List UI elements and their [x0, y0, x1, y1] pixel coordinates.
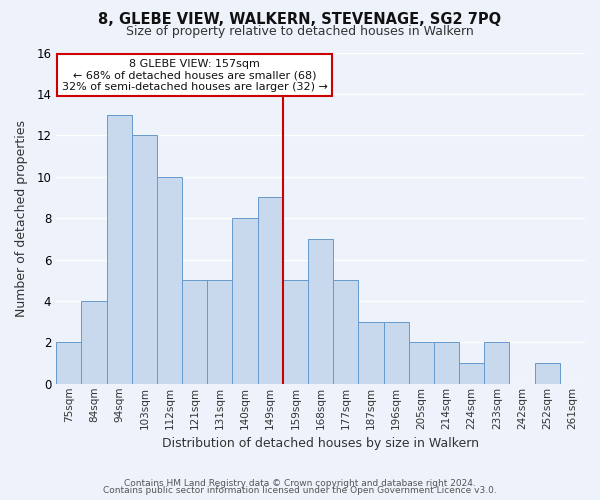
Bar: [358, 322, 383, 384]
Bar: [107, 114, 132, 384]
Bar: [132, 136, 157, 384]
Bar: [434, 342, 459, 384]
Bar: [484, 342, 509, 384]
Bar: [383, 322, 409, 384]
Text: Contains public sector information licensed under the Open Government Licence v3: Contains public sector information licen…: [103, 486, 497, 495]
Bar: [459, 363, 484, 384]
Bar: [308, 239, 333, 384]
Bar: [82, 301, 107, 384]
Bar: [535, 363, 560, 384]
Bar: [56, 342, 82, 384]
Bar: [283, 280, 308, 384]
Bar: [409, 342, 434, 384]
Bar: [232, 218, 257, 384]
Bar: [207, 280, 232, 384]
Text: 8, GLEBE VIEW, WALKERN, STEVENAGE, SG2 7PQ: 8, GLEBE VIEW, WALKERN, STEVENAGE, SG2 7…: [98, 12, 502, 28]
Text: Size of property relative to detached houses in Walkern: Size of property relative to detached ho…: [126, 25, 474, 38]
Bar: [157, 176, 182, 384]
Text: 8 GLEBE VIEW: 157sqm
← 68% of detached houses are smaller (68)
32% of semi-detac: 8 GLEBE VIEW: 157sqm ← 68% of detached h…: [62, 58, 328, 92]
X-axis label: Distribution of detached houses by size in Walkern: Distribution of detached houses by size …: [162, 437, 479, 450]
Text: Contains HM Land Registry data © Crown copyright and database right 2024.: Contains HM Land Registry data © Crown c…: [124, 478, 476, 488]
Bar: [333, 280, 358, 384]
Y-axis label: Number of detached properties: Number of detached properties: [15, 120, 28, 316]
Bar: [257, 198, 283, 384]
Bar: [182, 280, 207, 384]
